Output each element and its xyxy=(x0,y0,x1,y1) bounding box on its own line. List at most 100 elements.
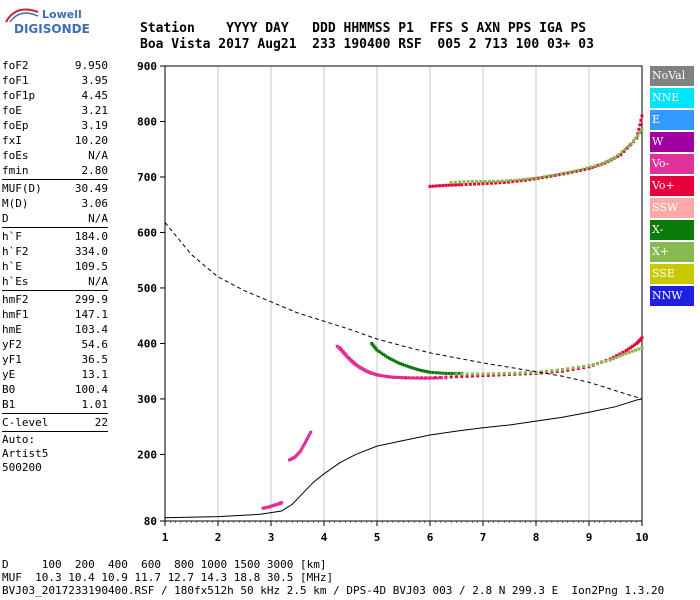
trace-point xyxy=(390,358,394,362)
trace-point xyxy=(460,183,464,187)
trace-point xyxy=(407,365,411,369)
trace-point xyxy=(301,444,305,448)
param-row: hmF1 147.1 xyxy=(2,307,108,322)
trace-point xyxy=(406,376,410,380)
trace-point xyxy=(585,166,589,170)
trace-point xyxy=(396,361,400,365)
trace-point xyxy=(622,149,626,153)
trace-point xyxy=(532,177,536,181)
trace-point xyxy=(379,351,383,355)
trace-point xyxy=(576,365,580,369)
param-name: h`E xyxy=(2,260,22,273)
trace-point xyxy=(604,359,608,363)
trace-point xyxy=(615,354,619,358)
param-value: 147.1 xyxy=(74,308,108,321)
trace-point xyxy=(410,376,414,380)
param-row: h`E 109.5 xyxy=(2,259,108,274)
lowell-digisonde-logo: Lowell DIGISONDE xyxy=(4,6,90,46)
trace-point xyxy=(574,169,578,173)
trace-point xyxy=(470,372,474,376)
trace-point xyxy=(506,180,510,184)
trace-point xyxy=(587,167,591,171)
trace-point xyxy=(540,176,544,180)
true-height-profile-line xyxy=(164,398,643,519)
trace-point xyxy=(417,368,421,372)
trace-point xyxy=(375,348,379,352)
trace-point xyxy=(579,168,583,172)
param-value: 184.0 xyxy=(74,230,108,243)
trace-point xyxy=(555,368,559,372)
x-tick-label: 2 xyxy=(215,531,222,544)
trace-point xyxy=(497,372,501,376)
param-row: foEp 3.19 xyxy=(2,118,108,133)
separator xyxy=(2,227,108,228)
trace-point xyxy=(576,168,580,172)
trace-point xyxy=(431,371,435,375)
x-tick-label: 6 xyxy=(427,531,434,544)
trace-point xyxy=(607,158,611,162)
param-row: yE 13.1 xyxy=(2,367,108,382)
param-value: 299.9 xyxy=(74,293,108,306)
legend-item: E xyxy=(650,110,694,130)
param-row: hmE 103.4 xyxy=(2,322,108,337)
param-name: h`Es xyxy=(2,275,29,288)
trace-point xyxy=(450,183,454,187)
trace-point xyxy=(346,356,350,360)
legend-item: Vo- xyxy=(650,154,694,174)
trace-point xyxy=(434,184,438,188)
trace-point xyxy=(338,348,342,352)
trace-point xyxy=(457,183,461,187)
x-tick-label: 7 xyxy=(480,531,487,544)
trace-point xyxy=(306,436,310,440)
trace-point xyxy=(438,371,442,375)
trace-point xyxy=(441,184,445,188)
param-value: 3.06 xyxy=(81,197,109,210)
trace-point xyxy=(441,371,445,375)
trace-point xyxy=(639,118,643,122)
trace-point xyxy=(513,178,517,182)
trace-point xyxy=(640,346,644,350)
trace-point xyxy=(435,376,439,380)
trace-point xyxy=(405,364,409,368)
param-value: 4.45 xyxy=(81,89,109,102)
footer-muf-line: MUF 10.3 10.4 10.9 11.7 12.7 14.3 18.8 3… xyxy=(2,571,334,584)
trace-point xyxy=(395,375,399,379)
param-row: foE 3.21 xyxy=(2,103,108,118)
x-tick-label: 5 xyxy=(374,531,381,544)
trace-point xyxy=(340,349,344,353)
trace-point xyxy=(398,362,402,366)
trace-point xyxy=(468,182,472,186)
trace-point xyxy=(534,370,538,374)
trace-point xyxy=(571,366,575,370)
trace-point xyxy=(413,367,417,371)
trace-point xyxy=(583,168,587,172)
trace-point xyxy=(381,352,385,356)
trace-point xyxy=(486,372,490,376)
trace-point xyxy=(450,371,454,375)
trace-point xyxy=(455,372,458,376)
auto-scaling-text: Auto: xyxy=(2,433,36,446)
param-value: N/A xyxy=(88,212,108,225)
trace-point xyxy=(337,346,341,350)
param-value: 10.20 xyxy=(74,134,108,147)
footer-info: D 100 200 400 600 800 1000 1500 3000 [km… xyxy=(2,558,664,597)
trace-point xyxy=(483,179,487,183)
trace-point xyxy=(523,178,527,182)
trace-point xyxy=(481,374,485,378)
param-name: hmF1 xyxy=(2,308,29,321)
param-row: foEs N/A xyxy=(2,148,108,163)
legend-item: X- xyxy=(650,220,694,240)
param-value: 1.01 xyxy=(81,398,109,411)
param-row: MUF(D) 30.49 xyxy=(2,181,108,196)
trace-point xyxy=(473,182,477,186)
trace-point xyxy=(545,175,549,179)
trace-point xyxy=(359,366,363,370)
trace-point xyxy=(303,440,307,444)
x-tick-label: 1 xyxy=(162,531,169,544)
header-line2: Boa Vista 2017 Aug21 233 190400 RSF 005 … xyxy=(140,37,594,52)
trace-point xyxy=(640,336,644,340)
trace-point xyxy=(485,181,489,185)
trace-point xyxy=(630,349,634,353)
param-row: yF2 54.6 xyxy=(2,337,108,352)
trace-point xyxy=(486,373,490,377)
